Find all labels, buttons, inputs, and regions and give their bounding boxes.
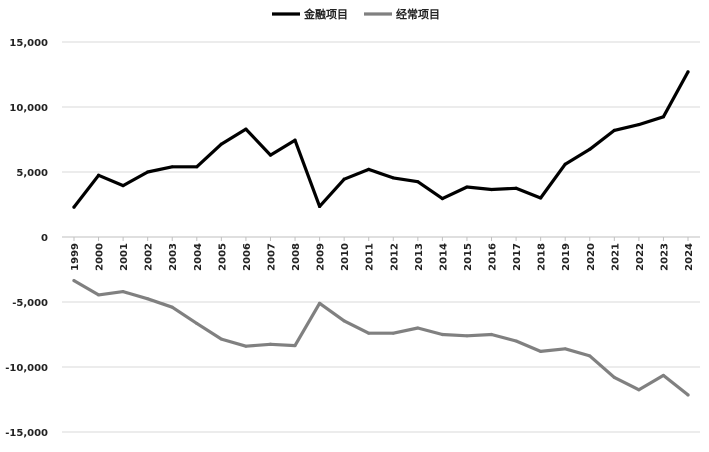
x-tick-label: 2006 (242, 243, 253, 271)
data-point (219, 337, 223, 341)
data-point (342, 319, 346, 323)
x-tick-label: 2000 (95, 243, 106, 271)
y-tick-label: 10,000 (9, 103, 48, 114)
data-point (121, 184, 125, 188)
data-point (637, 388, 641, 392)
data-point (391, 176, 395, 180)
data-point (195, 165, 199, 169)
legend-label-0: 金融项目 (303, 7, 348, 21)
x-tick-label: 2008 (291, 243, 302, 271)
data-point (342, 177, 346, 181)
x-axis-ticks: 1999 2000 2001 2002 2003 2004 2005 2006 2007 2008… (70, 237, 695, 271)
x-tick-label: 2015 (463, 243, 474, 271)
data-point (514, 339, 518, 343)
data-point (539, 196, 543, 200)
data-point (391, 331, 395, 335)
data-point (268, 342, 273, 346)
y-tick-label: -10,000 (5, 363, 48, 374)
x-tick-label: 2024 (684, 243, 695, 271)
data-point (539, 349, 543, 353)
x-tick-label: 2021 (610, 243, 621, 271)
y-axis-ticks: 15,000 10,000 5,000 0 -5,000 -10,000 -15,000 (5, 38, 48, 439)
data-point (96, 293, 101, 297)
x-tick-label: 2005 (217, 243, 228, 271)
data-point (72, 205, 76, 209)
x-tick-label: 2019 (561, 243, 572, 271)
data-point (121, 290, 125, 294)
data-point (244, 127, 248, 131)
data-point (465, 185, 469, 189)
data-point (293, 138, 297, 142)
gridlines (62, 41, 700, 433)
data-point (195, 321, 199, 326)
series-line-0 (72, 70, 690, 209)
data-point (96, 173, 101, 177)
x-tick-label: 2007 (266, 243, 277, 271)
y-tick-label: -5,000 (12, 298, 48, 309)
data-point (416, 326, 420, 330)
x-tick-label: 2022 (635, 243, 646, 271)
data-point (440, 332, 444, 337)
x-tick-label: 2002 (144, 243, 155, 271)
legend-label-1: 经常项目 (396, 7, 440, 21)
data-point (268, 153, 273, 157)
x-tick-label: 2001 (119, 243, 130, 271)
data-point (146, 170, 150, 174)
x-tick-label: 2014 (438, 243, 449, 271)
data-point (318, 204, 322, 209)
data-point (416, 180, 420, 184)
x-tick-label: 2011 (365, 243, 376, 271)
data-point (588, 354, 592, 358)
y-tick-label: -15,000 (5, 428, 48, 439)
data-point (72, 278, 76, 283)
data-point (563, 347, 567, 351)
data-point (686, 70, 690, 74)
data-point (367, 331, 371, 335)
y-tick-label: 0 (41, 233, 48, 244)
data-point (367, 167, 371, 171)
data-point (170, 305, 174, 309)
data-point (661, 115, 666, 119)
series-lines (72, 70, 690, 397)
data-point (146, 297, 150, 301)
data-point (563, 162, 567, 166)
data-point (219, 142, 223, 146)
x-tick-label: 2018 (537, 243, 548, 271)
x-tick-label: 2023 (659, 243, 670, 271)
x-tick-label: 2009 (316, 243, 327, 271)
data-point (170, 165, 174, 169)
y-tick-label: 5,000 (16, 168, 48, 179)
data-point (489, 332, 494, 337)
data-point (489, 187, 494, 192)
x-tick-label: 2013 (414, 243, 425, 271)
x-tick-label: 2017 (512, 243, 523, 271)
y-tick-label: 15,000 (9, 38, 48, 49)
x-tick-label: 1999 (70, 243, 81, 271)
legend: 金融项目 经常项目 (272, 7, 440, 21)
data-point (318, 301, 322, 305)
data-point (612, 128, 616, 132)
data-point (661, 373, 666, 378)
data-point (440, 197, 444, 201)
data-point (244, 344, 248, 348)
data-point (465, 334, 469, 338)
x-tick-label: 2020 (586, 243, 597, 271)
data-point (514, 186, 518, 190)
data-point (686, 393, 690, 397)
x-tick-label: 2012 (389, 243, 400, 271)
data-point (612, 375, 616, 379)
x-tick-label: 2016 (488, 243, 499, 271)
x-tick-label: 2004 (193, 243, 204, 271)
series-line-1 (72, 279, 690, 397)
x-tick-label: 2010 (340, 243, 351, 271)
data-point (588, 147, 592, 151)
x-tick-label: 2003 (168, 243, 179, 271)
data-point (293, 343, 297, 348)
data-point (637, 122, 641, 127)
